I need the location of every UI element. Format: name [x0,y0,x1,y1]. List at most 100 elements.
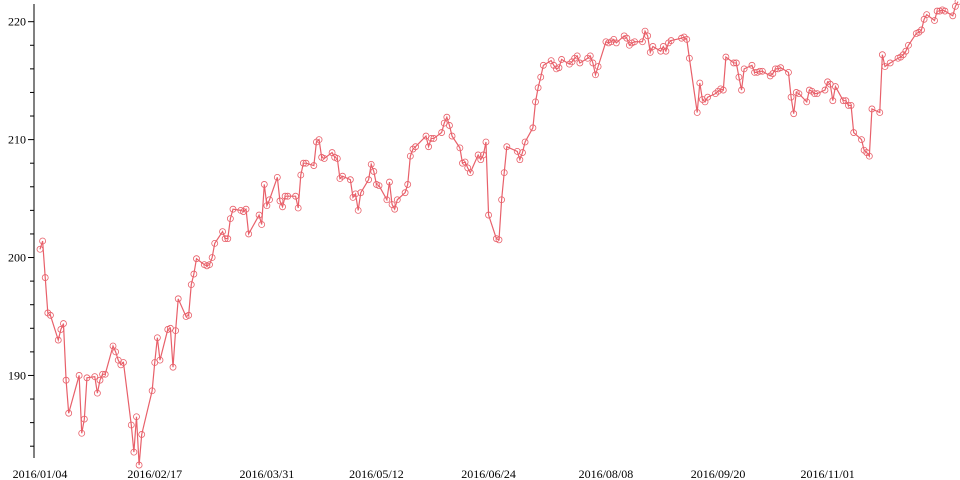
data-point [310,162,318,169]
data-point [273,173,281,181]
data-point [532,98,539,106]
data-point [905,41,912,49]
data-point [787,93,795,101]
data-point [443,113,451,121]
data-point [430,135,438,142]
data-point [482,138,490,146]
data-point [931,17,938,24]
data-point [667,37,675,44]
data-point [756,67,764,75]
data-point [370,168,378,175]
data-point [99,370,106,378]
data-point [354,206,362,214]
y-tick-label: 200 [8,251,26,265]
data-point [516,156,524,164]
data-point [941,7,949,15]
data-point [383,196,391,204]
y-tick-label: 190 [8,368,26,382]
data-point [260,181,268,188]
data-point [646,48,654,56]
data-point [748,61,756,69]
data-point [47,311,54,319]
data-point [127,421,135,429]
data-point [75,372,83,379]
data-point [558,56,565,63]
data-point [315,136,323,144]
data-point [406,152,414,160]
data-point [772,65,779,73]
data-point [448,132,456,140]
data-point [693,109,701,116]
data-point [172,327,180,335]
data-point [96,376,104,384]
data-point [594,63,602,70]
data-point [41,274,49,281]
data-point [790,110,798,118]
data-point [839,97,847,105]
x-tick-label: 2016/09/20 [691,467,746,480]
data-point [696,79,704,87]
data-point [93,389,101,397]
data-point [918,26,925,34]
data-point [738,86,745,94]
data-point [185,311,193,319]
data-point [78,429,86,437]
data-point [589,59,597,67]
data-point [503,143,511,151]
data-point [513,147,521,155]
data-point [294,204,302,212]
data-point [333,155,341,162]
data-point [242,205,250,213]
data-point [266,196,273,204]
data-point [133,413,140,421]
data-point [320,155,328,162]
data-point [923,11,931,19]
data-point [813,90,821,98]
data-point [539,61,547,69]
series-line [39,1,959,466]
data-point [644,32,652,40]
data-point [101,370,109,378]
data-point [735,73,743,81]
data-point [245,230,253,238]
data-point [229,205,237,213]
data-point [529,124,537,132]
data-point [954,0,960,6]
data-point [623,34,631,42]
data-point [54,336,62,344]
data-point [80,415,88,423]
x-tick-label: 2016/05/12 [349,467,404,480]
data-point [795,90,803,98]
data-point [949,12,957,20]
data-point [130,448,138,456]
data-point [65,409,73,417]
data-point [276,197,284,205]
data-point [60,320,67,327]
data-point [39,237,47,245]
data-point [519,149,526,156]
data-point [156,356,164,364]
data-point [193,255,200,263]
data-point [858,136,865,144]
data-point [357,189,365,197]
data-point [352,190,359,198]
data-point [401,189,409,197]
data-point [226,215,234,223]
data-point [393,196,401,204]
data-point [425,143,432,151]
data-point [221,235,229,243]
data-point [876,109,884,116]
data-point [174,295,182,303]
data-point [190,270,198,278]
data-point [302,159,310,167]
data-point [211,239,219,247]
data-point [153,334,161,342]
data-point [365,176,373,184]
series-group [36,0,960,469]
data-point [555,64,563,72]
data-point [759,67,766,75]
data-point [263,202,271,210]
data-point [832,83,839,90]
data-point [586,52,594,60]
data-point [479,151,487,159]
